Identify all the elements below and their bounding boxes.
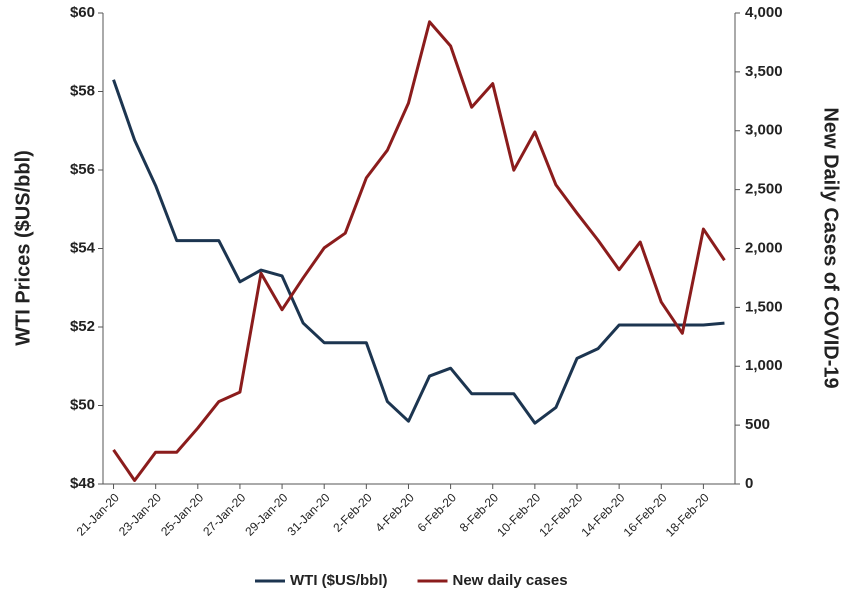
y2-tick-label: 1,000 [745,357,783,374]
x-tick-label: 25-Jan-20 [158,490,206,538]
y-tick-label: $60 [70,4,95,21]
y-tick-label: $56 [70,161,95,178]
x-tick-label: 31-Jan-20 [284,490,332,538]
y-tick-label: $50 [70,396,95,413]
legend-label: WTI ($US/bbl) [290,572,388,589]
y-tick-label: $48 [70,475,95,492]
y2-tick-label: 0 [745,475,753,492]
y-axis-title: WTI Prices ($US/bbl) [12,150,34,346]
legend-label: New daily cases [453,572,568,589]
y-tick-label: $54 [70,239,96,256]
x-tick-label: 10-Feb-20 [494,490,543,539]
x-tick-label: 4-Feb-20 [372,490,417,535]
y2-tick-label: 3,500 [745,63,783,80]
x-tick-label: 21-Jan-20 [74,490,122,538]
x-tick-label: 14-Feb-20 [578,490,627,539]
x-tick-label: 12-Feb-20 [536,490,585,539]
y2-tick-label: 2,000 [745,239,783,256]
y2-tick-label: 4,000 [745,4,783,21]
x-tick-label: 29-Jan-20 [242,490,290,538]
y2-tick-label: 500 [745,416,770,433]
y-tick-label: $52 [70,318,95,335]
series-line [112,20,726,482]
y2-tick-label: 3,000 [745,122,783,139]
y2-tick-label: 1,500 [745,298,783,315]
x-tick-label: 23-Jan-20 [116,490,164,538]
y2-axis-title: New Daily Cases of COVID-19 [820,107,842,388]
x-tick-label: 6-Feb-20 [415,490,460,535]
y2-tick-label: 2,500 [745,181,783,198]
y-tick-label: $58 [70,82,95,99]
x-tick-label: 27-Jan-20 [200,490,248,538]
x-tick-label: 16-Feb-20 [621,490,670,539]
series-line [112,79,725,425]
x-tick-label: 18-Feb-20 [663,490,712,539]
x-tick-label: 2-Feb-20 [330,490,375,535]
